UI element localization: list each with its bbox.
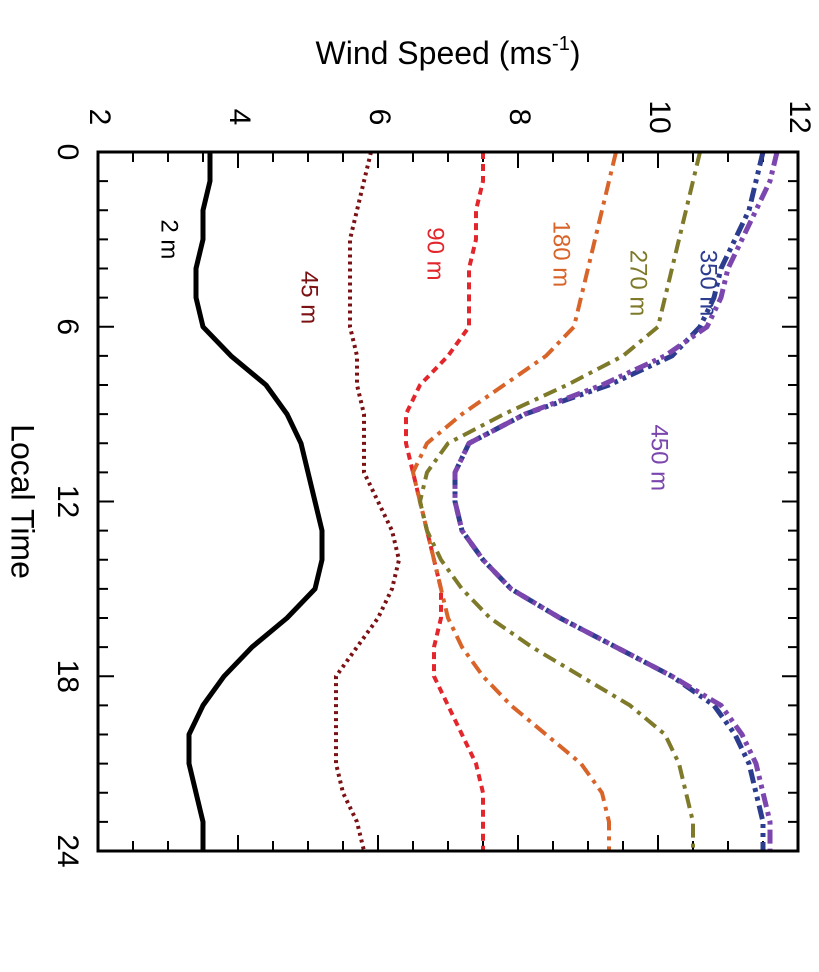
ticks-layer: [97, 151, 799, 852]
series-line-2m: [186, 152, 325, 851]
series-layer: [186, 151, 780, 852]
series-label-45m: 45 m: [296, 271, 323, 324]
speed-tick-label: 10: [643, 100, 676, 133]
speed-tick-label: 12: [783, 100, 816, 133]
series-line-350m: [452, 151, 766, 851]
series-label-90m: 90 m: [422, 227, 449, 280]
time-tick-label: 6: [51, 318, 84, 335]
series-label-350m: 350 m: [695, 250, 722, 317]
series-label-450m: 450 m: [646, 424, 673, 491]
plot-frame: [96, 150, 800, 853]
y-axis-unit-open: (: [499, 35, 510, 71]
series-line-450m: [452, 151, 780, 851]
time-tick-label: 12: [51, 485, 84, 518]
speed-tick-label: 4: [223, 109, 256, 126]
y-axis-unit-base: ms: [509, 35, 552, 71]
y-axis-title: Wind Speed (ms-1): [316, 33, 581, 71]
speed-tick-label: 2: [83, 109, 116, 126]
time-tick-label: 24: [51, 834, 84, 867]
series-label-2m: 2 m: [156, 219, 183, 259]
series-label-180m: 180 m: [548, 221, 575, 288]
series-label-layer: 2 m 45 m 90 m 180 m 270 m 350 m 450 m: [156, 219, 722, 491]
x-axis-title: Local Time: [5, 424, 41, 579]
time-tick-label: 18: [51, 660, 84, 693]
y-axis-unit-close: ): [570, 35, 581, 71]
series-line-45m: [334, 151, 401, 852]
series-line-270m: [418, 151, 702, 851]
y-axis-unit-exp: -1: [552, 33, 570, 55]
speed-tick-label: 6: [363, 109, 396, 126]
speed-tick-label: 8: [503, 109, 536, 126]
series-label-270m: 270 m: [625, 250, 652, 317]
time-tick-label: 0: [51, 144, 84, 161]
y-axis-title-text: Wind Speed: [316, 35, 490, 71]
